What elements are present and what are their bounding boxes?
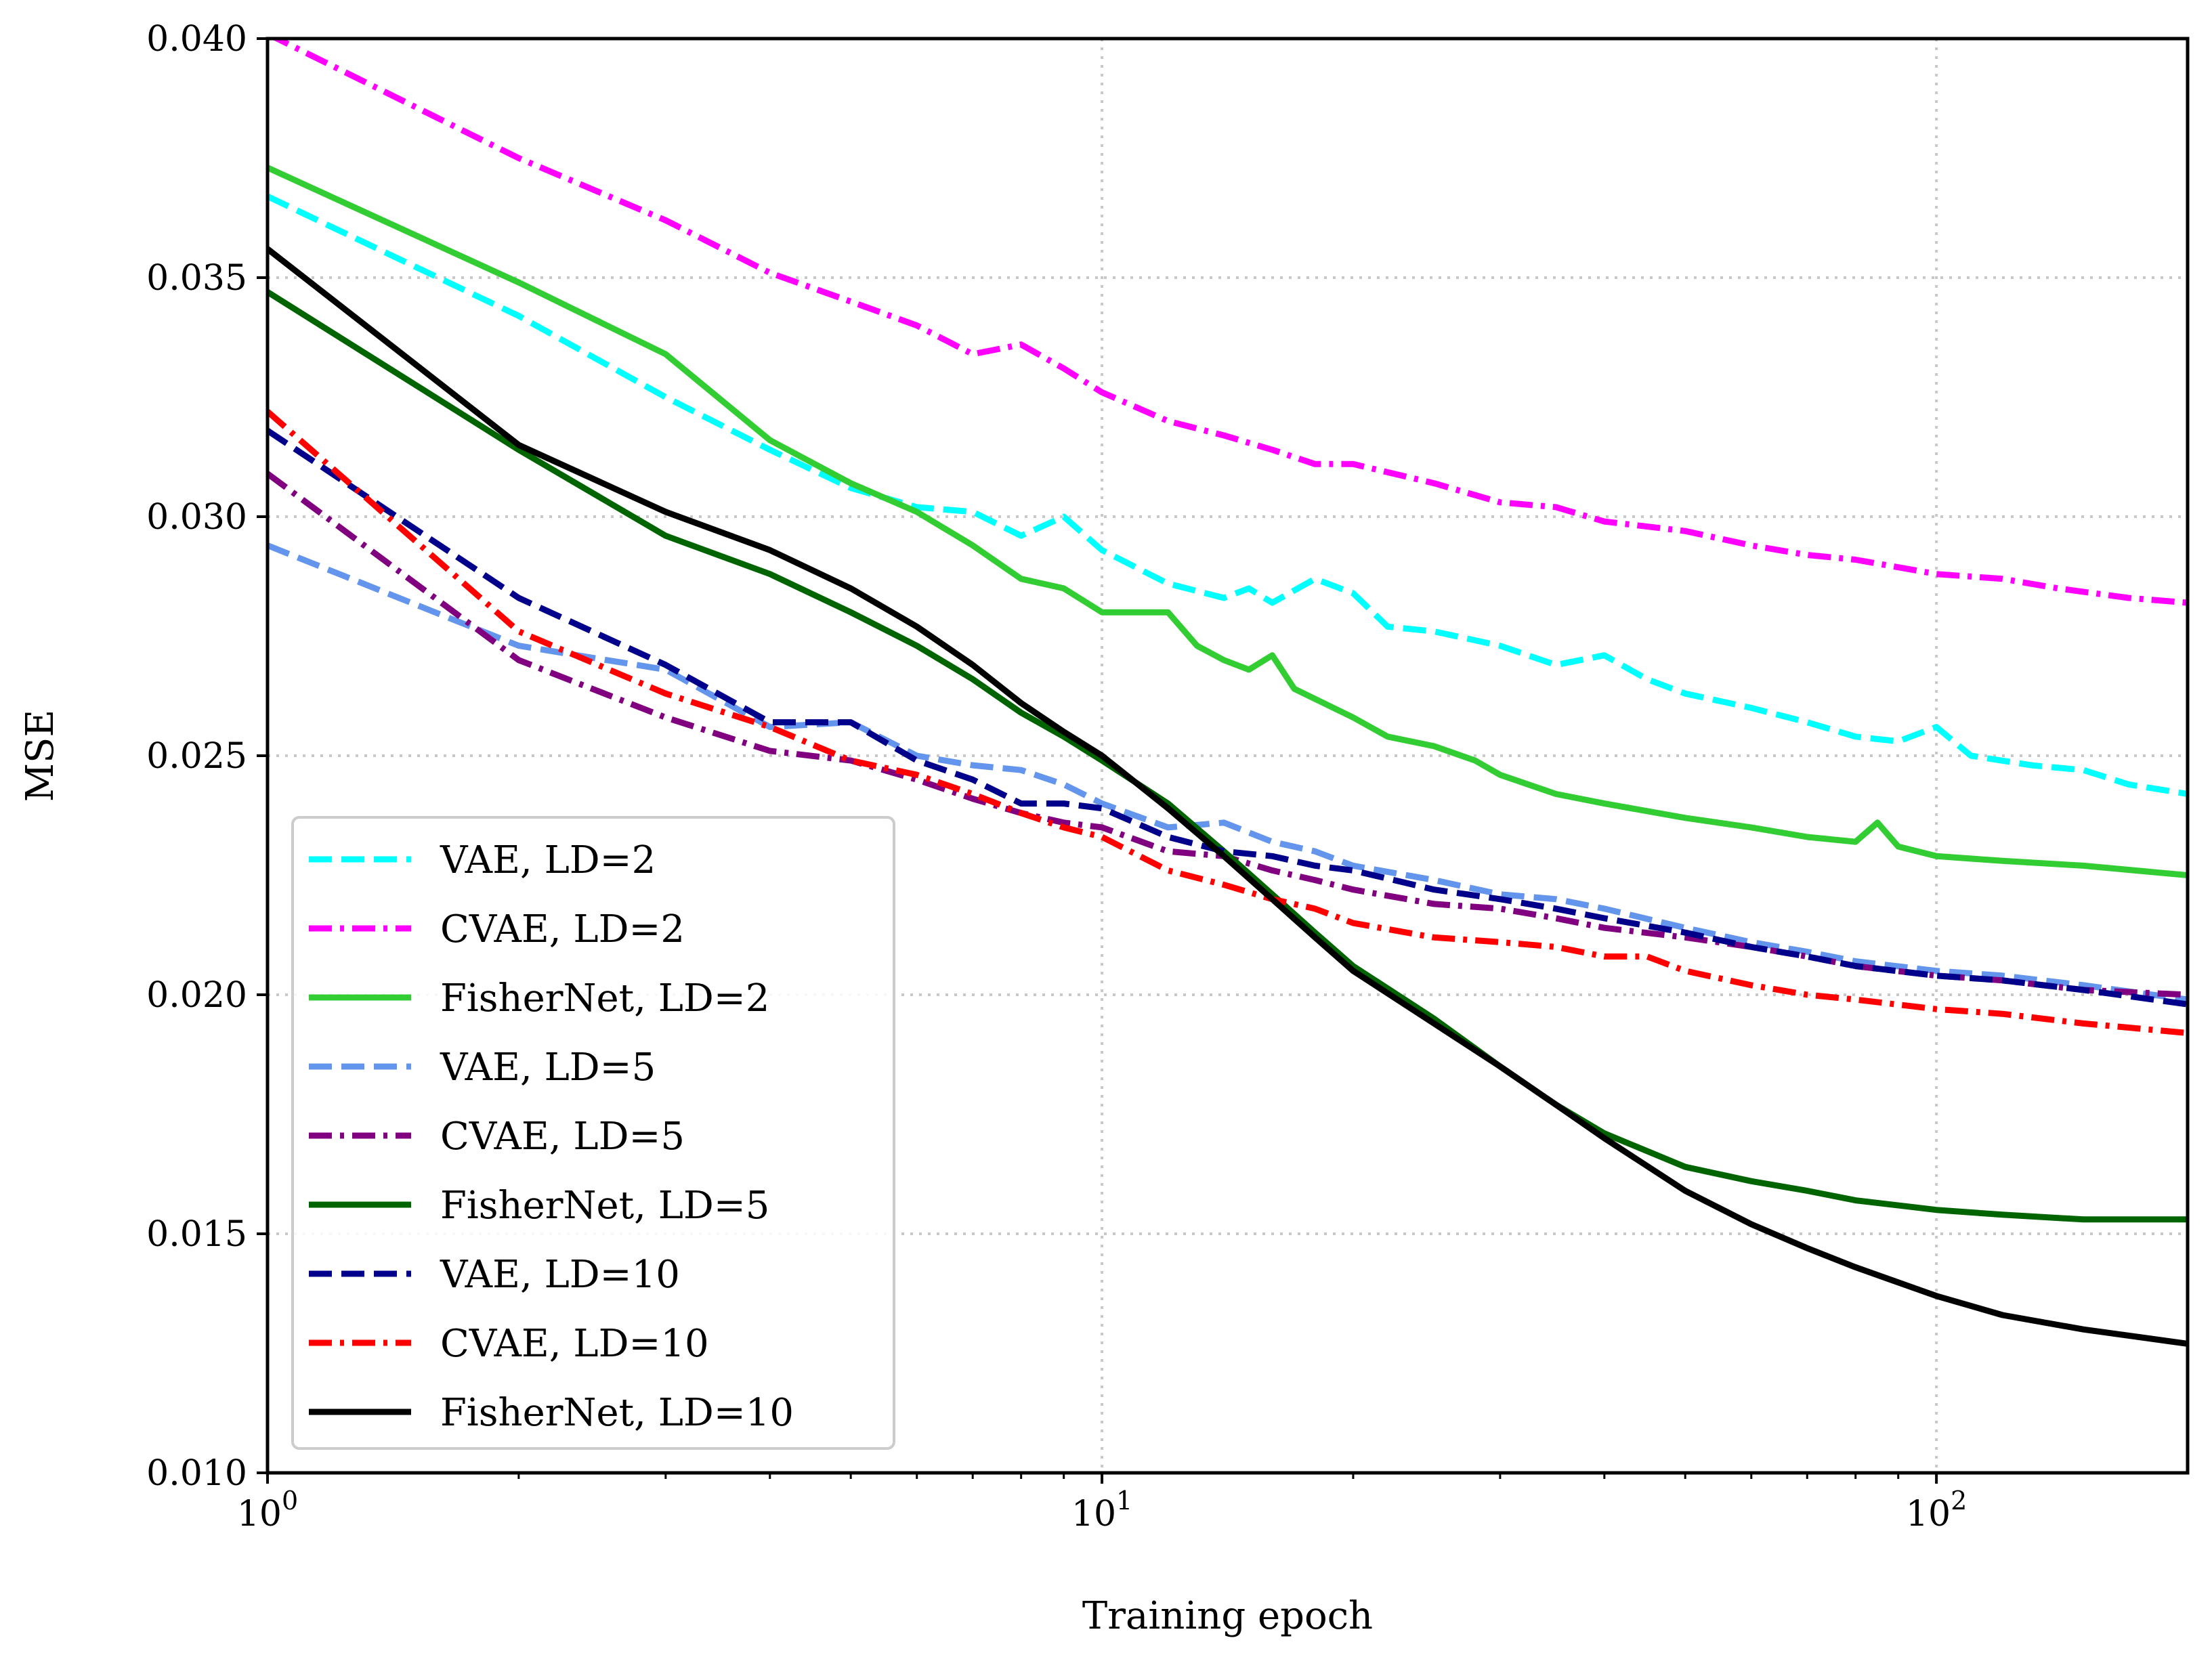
legend: VAE, LD=2 CVAE, LD=2 FisherNet, LD=2 VAE, L… (291, 816, 895, 1450)
y-tick-label-0: 0.010 (146, 1453, 247, 1494)
series-line-0 (268, 193, 2188, 797)
legend-label-4: CVAE, LD=5 (440, 1115, 685, 1159)
legend-label-5: FisherNet, LD=5 (440, 1184, 769, 1228)
series-line-8 (268, 246, 2188, 1347)
y-tick-label-2: 0.020 (146, 975, 247, 1016)
y-tick-label-5: 0.035 (146, 258, 247, 299)
series-line-6 (268, 428, 2188, 1008)
axis-ticks: 0.010 0.015 0.020 0.025 0.030 0.035 0.040 100 10… (146, 19, 1967, 1534)
x-tick-label-1: 101 (1071, 1486, 1132, 1534)
legend-label-3: VAE, LD=5 (440, 1046, 656, 1090)
y-tick-label-1: 0.015 (146, 1214, 247, 1255)
y-tick-label-6: 0.040 (146, 19, 247, 60)
series-line-7 (268, 409, 2188, 1036)
y-tick-label-3: 0.025 (146, 736, 247, 777)
series-line-1 (270, 39, 2188, 606)
legend-label-1: CVAE, LD=2 (440, 907, 685, 951)
legend-box (291, 816, 895, 1450)
x-axis-label: Training epoch (1082, 1594, 1373, 1638)
legend-label-7: CVAE, LD=10 (440, 1322, 709, 1366)
y-tick-label-4: 0.030 (146, 497, 247, 538)
legend-label-0: VAE, LD=2 (440, 838, 656, 882)
legend-label-2: FisherNet, LD=2 (440, 976, 769, 1020)
series-line-2 (268, 165, 2188, 878)
series-line-3 (268, 542, 2188, 1003)
x-tick-label-2: 102 (1906, 1486, 1967, 1534)
legend-label-6: VAE, LD=10 (440, 1253, 680, 1297)
series-lines (268, 39, 2188, 1347)
series-line-5 (268, 289, 2188, 1223)
y-axis-label: MSE (18, 710, 62, 802)
x-tick-label-0: 100 (237, 1486, 298, 1534)
legend-label-8: FisherNet, LD=10 (440, 1391, 794, 1435)
